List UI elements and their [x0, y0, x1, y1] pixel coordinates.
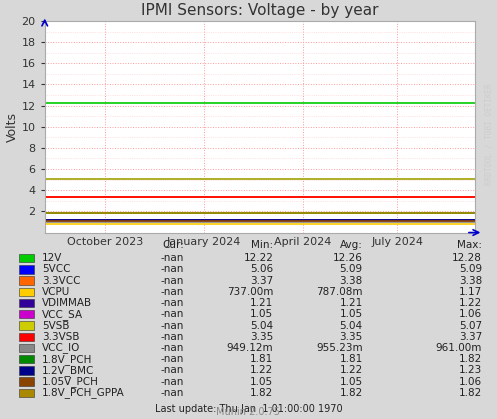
Text: 961.00m: 961.00m — [436, 343, 482, 353]
Text: 787.08m: 787.08m — [316, 287, 363, 297]
Text: 1.8V_PCH_GPPA: 1.8V_PCH_GPPA — [42, 387, 125, 398]
Bar — [19, 344, 34, 352]
Text: 12V: 12V — [42, 253, 63, 263]
Text: 737.00m: 737.00m — [227, 287, 273, 297]
Text: -nan: -nan — [161, 298, 184, 308]
Text: 1.05V_PCH: 1.05V_PCH — [42, 376, 99, 387]
Text: 1.82: 1.82 — [459, 354, 482, 364]
Text: -nan: -nan — [161, 276, 184, 286]
Bar — [19, 254, 34, 262]
Bar — [19, 388, 34, 397]
Text: Max:: Max: — [457, 240, 482, 250]
Text: 1.06: 1.06 — [459, 309, 482, 319]
Text: 12.22: 12.22 — [244, 253, 273, 263]
Text: 3.37: 3.37 — [250, 276, 273, 286]
Bar — [19, 366, 34, 375]
Text: -nan: -nan — [161, 365, 184, 375]
Text: VCC_IO: VCC_IO — [42, 342, 81, 353]
Text: -nan: -nan — [161, 253, 184, 263]
Text: 3.37: 3.37 — [459, 332, 482, 342]
Text: RRDTOOL / TOBI OETIKER: RRDTOOL / TOBI OETIKER — [484, 83, 493, 185]
Text: 5.04: 5.04 — [250, 321, 273, 331]
Text: 1.05: 1.05 — [250, 309, 273, 319]
Text: -nan: -nan — [161, 377, 184, 386]
Bar — [19, 299, 34, 307]
Bar — [19, 265, 34, 274]
Text: 1.8V_PCH: 1.8V_PCH — [42, 354, 92, 365]
Text: 1.82: 1.82 — [459, 388, 482, 398]
Text: 1.81: 1.81 — [250, 354, 273, 364]
Text: 1.22: 1.22 — [250, 365, 273, 375]
Text: 5VSB: 5VSB — [42, 321, 70, 331]
Text: 12.26: 12.26 — [333, 253, 363, 263]
Text: 1.82: 1.82 — [339, 388, 363, 398]
Text: 949.12m: 949.12m — [227, 343, 273, 353]
Text: Last update: Thu Jan  1 01:00:00 1970: Last update: Thu Jan 1 01:00:00 1970 — [155, 404, 342, 414]
Text: 1.22: 1.22 — [339, 365, 363, 375]
Text: -nan: -nan — [161, 309, 184, 319]
Text: VDIMMAB: VDIMMAB — [42, 298, 92, 308]
Text: 1.21: 1.21 — [339, 298, 363, 308]
Text: -nan: -nan — [161, 321, 184, 331]
Text: 955.23m: 955.23m — [316, 343, 363, 353]
Text: 1.05: 1.05 — [339, 377, 363, 386]
Title: IPMI Sensors: Voltage - by year: IPMI Sensors: Voltage - by year — [141, 3, 378, 18]
Text: 1.05: 1.05 — [250, 377, 273, 386]
Bar — [19, 333, 34, 341]
Text: Avg:: Avg: — [340, 240, 363, 250]
Text: 5.04: 5.04 — [339, 321, 363, 331]
Text: 5VCC: 5VCC — [42, 264, 71, 274]
Text: 1.06: 1.06 — [459, 377, 482, 386]
Text: 1.23: 1.23 — [459, 365, 482, 375]
Text: 3.35: 3.35 — [339, 332, 363, 342]
Text: Cur:: Cur: — [162, 240, 184, 250]
Text: -nan: -nan — [161, 354, 184, 364]
Text: Munin 2.0.75: Munin 2.0.75 — [217, 407, 280, 417]
Bar — [19, 378, 34, 386]
Text: -nan: -nan — [161, 343, 184, 353]
Text: 3.38: 3.38 — [339, 276, 363, 286]
Text: 5.09: 5.09 — [339, 264, 363, 274]
Bar — [19, 277, 34, 285]
Text: VCPU: VCPU — [42, 287, 71, 297]
Text: 5.06: 5.06 — [250, 264, 273, 274]
Text: 1.2V_BMC: 1.2V_BMC — [42, 365, 94, 376]
Text: 1.17: 1.17 — [459, 287, 482, 297]
Y-axis label: Volts: Volts — [6, 112, 19, 142]
Text: -nan: -nan — [161, 332, 184, 342]
Text: 1.81: 1.81 — [339, 354, 363, 364]
Bar — [19, 310, 34, 318]
Text: 5.09: 5.09 — [459, 264, 482, 274]
Text: 12.28: 12.28 — [452, 253, 482, 263]
Text: 5.07: 5.07 — [459, 321, 482, 331]
Text: 3.38: 3.38 — [459, 276, 482, 286]
Text: -nan: -nan — [161, 264, 184, 274]
Text: 1.21: 1.21 — [250, 298, 273, 308]
Text: 1.05: 1.05 — [339, 309, 363, 319]
Text: 3.3VCC: 3.3VCC — [42, 276, 81, 286]
Bar — [19, 288, 34, 296]
Text: -nan: -nan — [161, 388, 184, 398]
Bar — [19, 321, 34, 330]
Text: 1.22: 1.22 — [459, 298, 482, 308]
Text: Min:: Min: — [251, 240, 273, 250]
Bar — [19, 355, 34, 363]
Text: -nan: -nan — [161, 287, 184, 297]
Text: VCC_SA: VCC_SA — [42, 309, 83, 320]
Text: 3.3VSB: 3.3VSB — [42, 332, 80, 342]
Text: 1.82: 1.82 — [250, 388, 273, 398]
Text: 3.35: 3.35 — [250, 332, 273, 342]
